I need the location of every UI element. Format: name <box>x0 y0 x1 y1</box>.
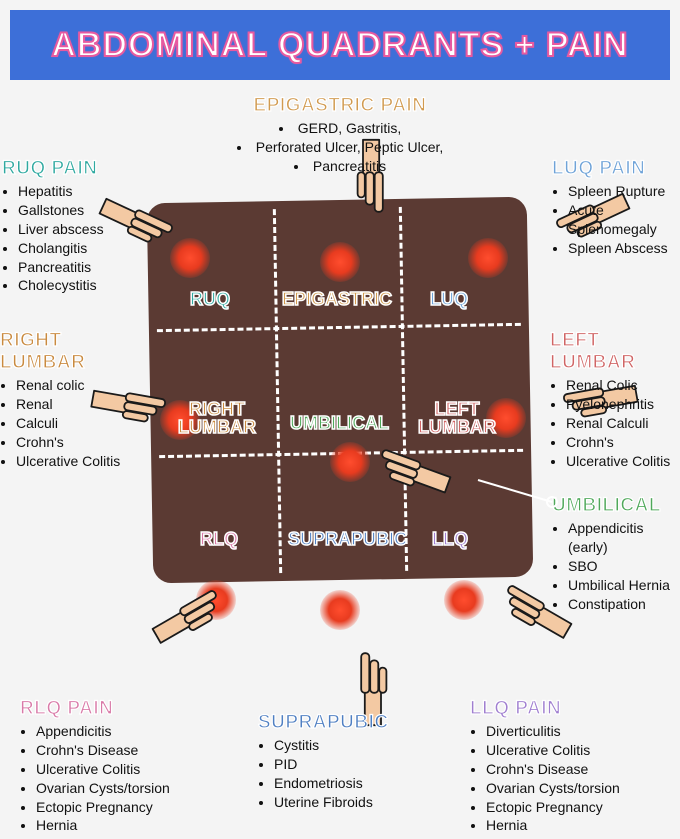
list-item: Ulcerative Colitis <box>16 452 140 471</box>
region-label-rlumbar: RIGHT LUMBAR <box>178 400 256 436</box>
list-item: Constipation <box>568 595 680 614</box>
list-item: Gallstones <box>18 201 147 220</box>
section-luq: LUQ PAINSpleen RuptureAcute Splenomegaly… <box>552 158 680 258</box>
section-epigastric: EPIGASTRIC PAINGERD, Gastritis,Perforate… <box>200 95 480 176</box>
section-title: LEFT LUMBAR <box>550 330 680 374</box>
list-item: PID <box>274 755 438 774</box>
list-item: Uterine Fibroids <box>274 793 438 812</box>
list-item: GERD, Gastritis, <box>200 119 480 138</box>
list-item: Endometriosis <box>274 774 438 793</box>
condition-list: HepatitisGallstonesLiver abscessCholangi… <box>2 182 147 295</box>
list-item: Ovarian Cysts/torsion <box>486 779 680 798</box>
grid-line <box>157 323 521 332</box>
pain-spot <box>320 590 360 630</box>
pain-spot <box>320 242 360 282</box>
pain-spot <box>468 238 508 278</box>
list-item: Hernia <box>36 816 220 835</box>
section-title: LUQ PAIN <box>552 158 680 180</box>
list-item: Ectopic Pregnancy <box>486 798 680 817</box>
grid-line <box>399 207 408 571</box>
title-banner: ABDOMINAL QUADRANTS + PAIN <box>10 10 670 80</box>
list-item: Crohn's <box>566 433 680 452</box>
section-title: RLQ PAIN <box>20 698 220 720</box>
list-item: Perforated Ulcer, Peptic Ulcer, <box>200 138 480 157</box>
list-item: Spleen Rupture <box>568 182 680 201</box>
region-label-luq: LUQ <box>430 290 468 308</box>
section-title: RIGHT LUMBAR <box>0 330 140 374</box>
section-title: UMBILICAL <box>552 495 680 517</box>
list-item: Cystitis <box>274 736 438 755</box>
region-label-rlq: RLQ <box>200 530 238 548</box>
condition-list: AppendicitisCrohn's DiseaseUlcerative Co… <box>20 722 220 835</box>
section-right_lumbar: RIGHT LUMBARRenal colicRenalCalculiCrohn… <box>0 330 140 470</box>
list-item: Renal <box>16 395 140 414</box>
section-left_lumbar: LEFT LUMBARRenal ColicPyelonephritisRena… <box>550 330 680 470</box>
list-item: SBO <box>568 557 680 576</box>
pain-spot <box>444 580 484 620</box>
section-title: SUPRAPUBIC <box>258 712 438 734</box>
section-llq: LLQ PAINDiverticulitisUlcerative Colitis… <box>470 698 680 835</box>
region-label-epigastric: EPIGASTRIC <box>282 290 392 308</box>
list-item: Crohn's <box>16 433 140 452</box>
condition-list: CystitisPIDEndometriosisUterine Fibroids <box>258 736 438 812</box>
list-item: Ulcerative Colitis <box>566 452 680 471</box>
list-item: Umbilical Hernia <box>568 576 680 595</box>
list-item: Acute Splenomegaly <box>568 201 680 239</box>
list-item: Hernia <box>486 816 680 835</box>
list-item: Ovarian Cysts/torsion <box>36 779 220 798</box>
list-item: Hepatitis <box>18 182 147 201</box>
list-item: Diverticulitis <box>486 722 680 741</box>
list-item: Pyelonephritis <box>566 395 680 414</box>
section-ruq: RUQ PAINHepatitisGallstonesLiver abscess… <box>2 158 147 295</box>
list-item: Ulcerative Colitis <box>486 741 680 760</box>
region-label-llumbar: LEFT LUMBAR <box>418 400 496 436</box>
region-label-ruq: RUQ <box>190 290 230 308</box>
list-item: Liver abscess <box>18 220 147 239</box>
list-item: Cholangitis <box>18 239 147 258</box>
section-title: LLQ PAIN <box>470 698 680 720</box>
list-item: Appendicitis (early) <box>568 519 680 557</box>
region-label-llq: LLQ <box>432 530 468 548</box>
list-item: Renal colic <box>16 376 140 395</box>
list-item: Ulcerative Colitis <box>36 760 220 779</box>
list-item: Ectopic Pregnancy <box>36 798 220 817</box>
list-item: Renal Calculi <box>566 414 680 433</box>
condition-list: Renal ColicPyelonephritisRenal CalculiCr… <box>550 376 680 470</box>
list-item: Appendicitis <box>36 722 220 741</box>
section-suprapubic: SUPRAPUBICCystitisPIDEndometriosisUterin… <box>258 712 438 812</box>
region-label-suprapubic: SUPRAPUBIC <box>288 530 407 548</box>
section-title: RUQ PAIN <box>2 158 147 180</box>
condition-list: Appendicitis (early)SBOUmbilical HerniaC… <box>552 519 680 613</box>
section-umbilical: UMBILICALAppendicitis (early)SBOUmbilica… <box>552 495 680 613</box>
list-item: Cholecystitis <box>18 276 147 295</box>
section-title: EPIGASTRIC PAIN <box>200 95 480 117</box>
condition-list: DiverticulitisUlcerative ColitisCrohn's … <box>470 722 680 835</box>
list-item: Pancreatitis <box>200 157 480 176</box>
section-rlq: RLQ PAINAppendicitisCrohn's DiseaseUlcer… <box>20 698 220 835</box>
condition-list: Spleen RuptureAcute SplenomegalySpleen A… <box>552 182 680 258</box>
condition-list: GERD, Gastritis,Perforated Ulcer, Peptic… <box>200 119 480 176</box>
list-item: Pancreatitis <box>18 258 147 277</box>
list-item: Calculi <box>16 414 140 433</box>
condition-list: Renal colicRenalCalculiCrohn'sUlcerative… <box>0 376 140 470</box>
grid-line <box>273 209 282 573</box>
page-title: ABDOMINAL QUADRANTS + PAIN <box>51 26 628 65</box>
list-item: Renal Colic <box>566 376 680 395</box>
region-label-umbilical: UMBILICAL <box>290 414 389 432</box>
list-item: Crohn's Disease <box>486 760 680 779</box>
list-item: Spleen Abscess <box>568 239 680 258</box>
list-item: Crohn's Disease <box>36 741 220 760</box>
